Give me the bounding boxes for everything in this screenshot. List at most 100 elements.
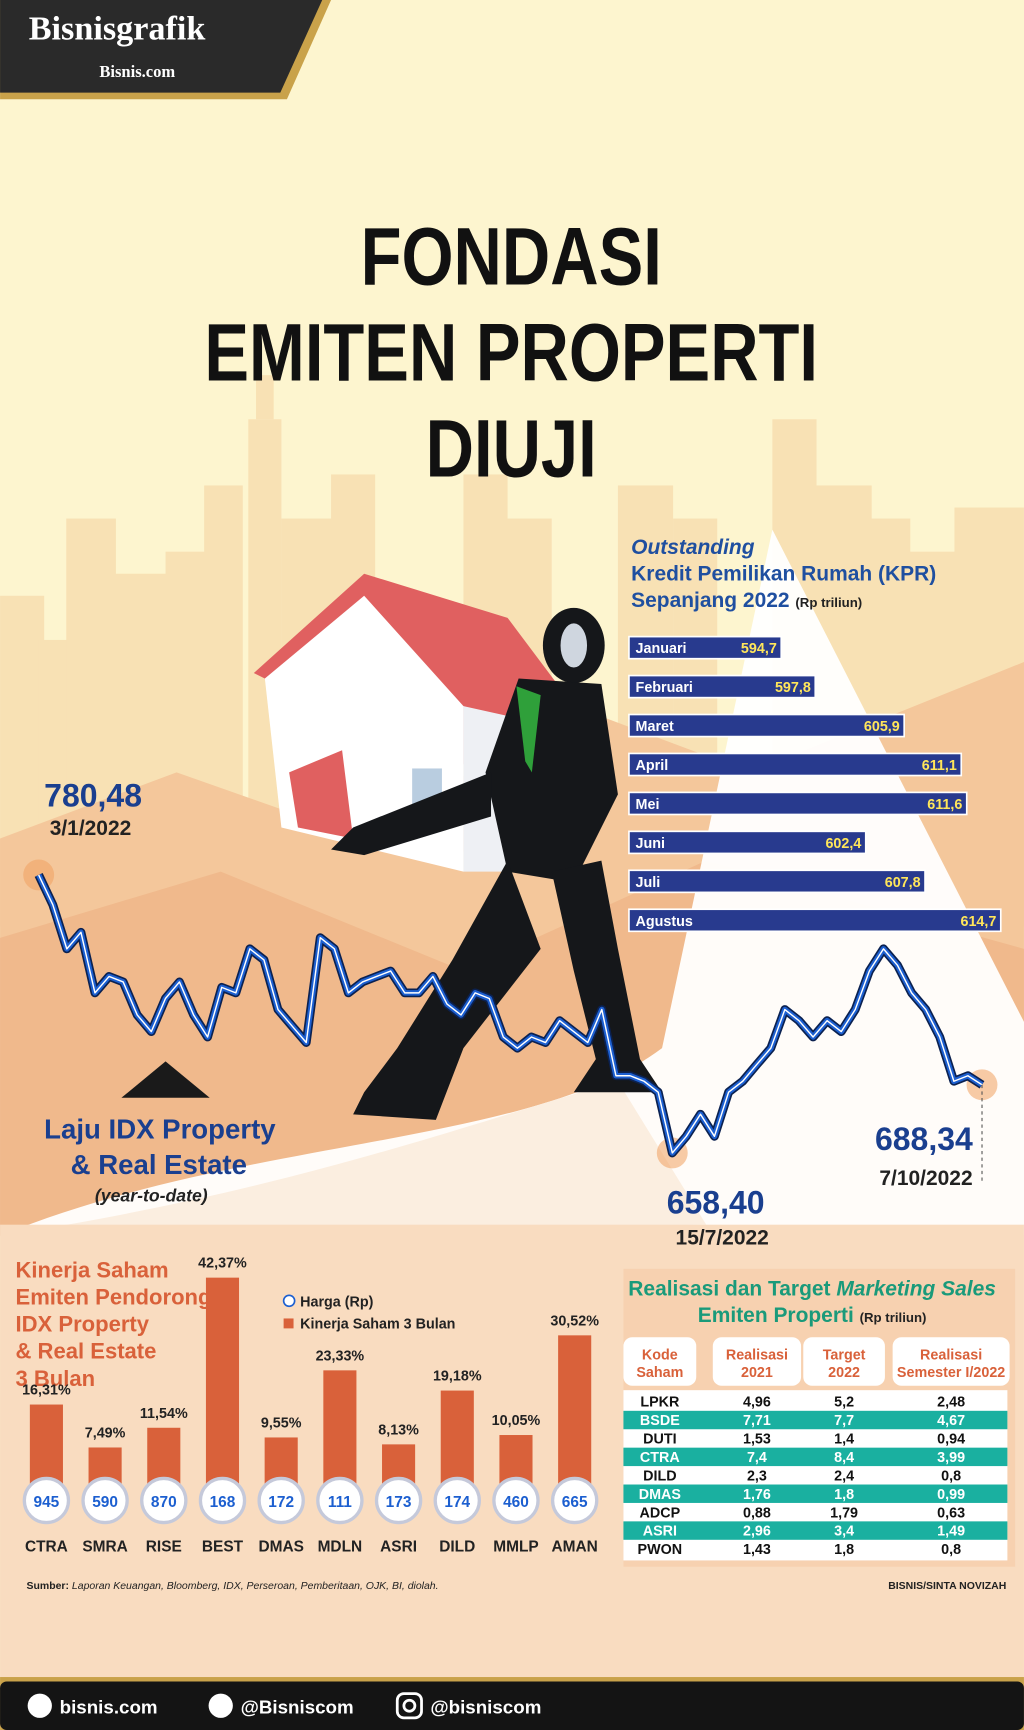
chart-title-text: Kredit Pemilikan Rumah (KPR) xyxy=(631,562,936,585)
price-label: 172 xyxy=(268,1494,294,1511)
decoration xyxy=(208,1693,233,1718)
value-label: 780,48 xyxy=(44,778,142,814)
annotation: & Real Estate xyxy=(71,1149,247,1180)
value-label: 605,9 xyxy=(864,719,900,735)
category-label: Februari xyxy=(636,680,693,696)
category-label: DILD xyxy=(439,1538,475,1555)
value-label: 611,6 xyxy=(927,797,962,813)
bar xyxy=(628,791,968,816)
chart-title: Sepanjang 2022 (Rp triliun) xyxy=(631,589,862,612)
decoration xyxy=(551,860,663,1093)
bar xyxy=(440,1390,474,1484)
value-label: 597,8 xyxy=(775,680,811,696)
header-cell xyxy=(712,1337,802,1386)
line-highlight xyxy=(38,874,983,1154)
table-title-text: Marketing Sales xyxy=(836,1277,996,1300)
bar xyxy=(628,635,783,660)
chart-title-text: Sepanjang 2022 xyxy=(631,589,789,612)
pointer-triangle xyxy=(121,1061,210,1098)
brand-site: Bisnis.com xyxy=(99,62,175,81)
category-label: Agustus xyxy=(636,914,693,930)
row-highlight xyxy=(623,1410,1008,1430)
decoration xyxy=(289,750,354,839)
decoration xyxy=(256,375,274,420)
price-marker xyxy=(81,1476,129,1525)
legend-label: Harga (Rp) xyxy=(300,1294,373,1310)
row-highlight xyxy=(623,1484,1008,1503)
bar xyxy=(628,830,867,855)
table-cell: 1,53 xyxy=(743,1432,771,1448)
decoration xyxy=(0,1081,707,1236)
price-marker xyxy=(316,1476,364,1525)
table-title-text: Emiten Properti xyxy=(698,1304,854,1327)
legend-label: Kinerja Saham 3 Bulan xyxy=(300,1316,455,1332)
main-title: FONDASI EMITEN PROPERTI DIUJI xyxy=(204,210,818,494)
table-cell: CTRA xyxy=(640,1450,680,1466)
table-cell: 7,71 xyxy=(743,1413,771,1429)
footer-link[interactable]: @bisniscom xyxy=(430,1696,541,1717)
title-line: FONDASI xyxy=(361,210,662,302)
legend-marker xyxy=(282,1294,296,1308)
footer-link[interactable]: bisnis.com xyxy=(60,1696,158,1717)
category-label: SMRA xyxy=(82,1538,127,1555)
category-label: Juni xyxy=(636,836,665,852)
value-label: 614,7 xyxy=(960,914,996,930)
category-label: DMAS xyxy=(258,1538,303,1555)
price-label: 111 xyxy=(328,1494,352,1511)
source-label: Sumber: xyxy=(27,1581,69,1592)
value-label: 594,7 xyxy=(741,641,777,657)
title-line: DIUJI xyxy=(426,402,597,494)
column-header: 2022 xyxy=(828,1365,860,1381)
value-label: 607,8 xyxy=(885,875,921,891)
value-label: 30,52% xyxy=(550,1313,599,1329)
chart-title: Kredit Pemilikan Rumah (KPR) xyxy=(631,562,936,585)
category-label: BEST xyxy=(202,1538,244,1555)
table-cell: 1,49 xyxy=(937,1524,965,1540)
row-highlight xyxy=(623,1447,1008,1467)
annotation: Laju IDX Property xyxy=(44,1114,276,1145)
bar xyxy=(558,1335,592,1484)
decoration xyxy=(560,623,588,668)
chart-title: Kinerja Saham xyxy=(16,1258,169,1283)
category-label: ASRI xyxy=(380,1538,417,1555)
value-label: 688,34 xyxy=(875,1121,973,1157)
column-header: Saham xyxy=(636,1365,683,1381)
man-illustration xyxy=(331,607,663,1120)
table-cell: LPKR xyxy=(640,1395,680,1411)
date-label: 15/7/2022 xyxy=(676,1227,769,1250)
table-cell: DILD xyxy=(643,1468,676,1484)
table-cell: 4,67 xyxy=(937,1413,965,1429)
table-unit: (Rp triliun) xyxy=(860,1310,927,1325)
date-label: 7/10/2022 xyxy=(879,1167,972,1190)
category-label: Maret xyxy=(636,719,674,735)
category-label: Januari xyxy=(636,641,687,657)
chart-title: IDX Property xyxy=(16,1312,150,1337)
logo-band xyxy=(0,0,332,100)
table-cell: 0,94 xyxy=(937,1432,965,1448)
decoration xyxy=(0,1681,1024,1730)
category-label: MMLP xyxy=(493,1538,538,1555)
footer-link[interactable]: @Bisniscom xyxy=(241,1696,354,1717)
table-cell: ADCP xyxy=(640,1505,681,1521)
date-label: 3/1/2022 xyxy=(50,817,132,840)
table-title: Realisasi dan Target Marketing Sales xyxy=(628,1277,996,1300)
column-header: 2021 xyxy=(741,1365,773,1381)
table-cell: 1,76 xyxy=(743,1487,771,1503)
header-cell xyxy=(623,1337,697,1386)
table-cell: 0,99 xyxy=(937,1487,965,1503)
credit: BISNIS/SINTA NOVIZAH xyxy=(888,1581,1006,1592)
source-text: Laporan Keuangan, Bloomberg, IDX, Perser… xyxy=(72,1581,439,1592)
header-cell xyxy=(892,1337,1010,1386)
table-cell: 2,96 xyxy=(743,1524,771,1540)
price-marker xyxy=(198,1476,247,1525)
annotation: (year-to-date) xyxy=(95,1186,208,1206)
table-cell: DMAS xyxy=(639,1487,681,1503)
table-cell: 3,4 xyxy=(834,1524,854,1540)
category-label: MDLN xyxy=(318,1538,363,1555)
table-cell: 2,3 xyxy=(747,1468,767,1484)
price-marker xyxy=(492,1476,540,1525)
decoration xyxy=(27,1693,52,1718)
category-label: Juli xyxy=(636,875,661,891)
unit: (Rp triliun) xyxy=(795,595,862,610)
